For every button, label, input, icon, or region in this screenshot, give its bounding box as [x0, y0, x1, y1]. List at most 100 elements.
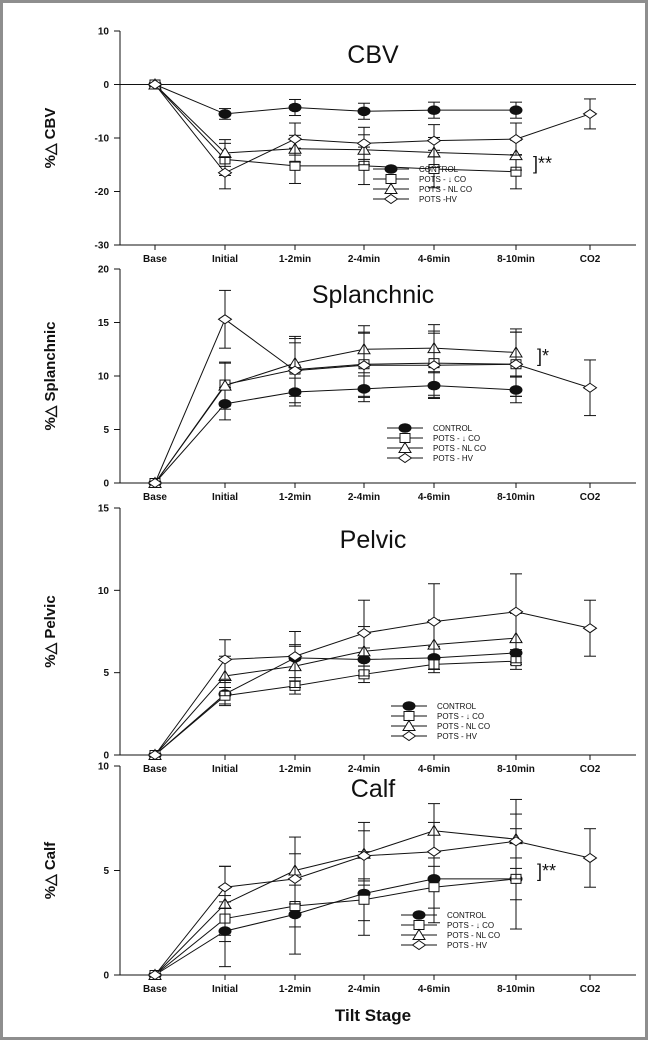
legend-marker — [413, 920, 425, 930]
x-tick-label: 2-4min — [348, 764, 380, 775]
series-line — [154, 385, 517, 484]
legend-label: CONTROL — [433, 424, 473, 433]
x-tick-label: CO2 — [580, 764, 601, 775]
x-tick-label: 2-4min — [348, 254, 380, 265]
significance-annotation: ]* — [537, 346, 549, 366]
data-point — [356, 360, 372, 371]
data-point — [217, 654, 233, 665]
x-tick-label: CO2 — [580, 984, 601, 995]
data-point — [356, 138, 372, 149]
legend-marker — [402, 701, 416, 711]
y-tick-label: 0 — [103, 971, 109, 982]
legend-label: POTS -HV — [419, 195, 457, 204]
data-point — [426, 616, 442, 627]
x-tick-label: 1-2min — [279, 254, 311, 265]
panel-title: Splanchnic — [312, 281, 434, 309]
x-tick-label: 2-4min — [348, 984, 380, 995]
legend-marker — [403, 711, 415, 721]
legend-label: POTS - HV — [447, 941, 488, 950]
y-tick-label: 15 — [98, 318, 110, 329]
x-tick-label: 4-6min — [418, 492, 450, 503]
series-line — [154, 830, 517, 976]
legend-label: POTS - NL CO — [447, 931, 500, 940]
legend-label: POTS - NL CO — [419, 185, 472, 194]
data-point — [287, 651, 303, 662]
y-tick-label: 0 — [103, 479, 109, 490]
legend-marker — [401, 730, 417, 742]
data-point — [427, 105, 441, 115]
series-line — [154, 637, 517, 756]
legend-marker — [412, 928, 426, 940]
data-point — [582, 852, 598, 864]
x-tick-label: 8-10min — [497, 254, 535, 265]
panel-title: Pelvic — [340, 526, 407, 554]
legend-label: CONTROL — [419, 165, 459, 174]
x-tick-label: Base — [143, 492, 167, 503]
legend-marker — [412, 910, 426, 920]
x-tick-label: 4-6min — [418, 764, 450, 775]
legend-marker — [397, 452, 413, 464]
y-tick-label: 5 — [103, 425, 109, 436]
y-tick-label: 10 — [98, 586, 110, 597]
data-point — [508, 359, 524, 370]
x-tick-label: CO2 — [580, 254, 601, 265]
series-line — [154, 611, 591, 756]
x-axis-title: Tilt Stage — [335, 1006, 411, 1025]
legend-label: POTS - HV — [433, 454, 474, 463]
data-point — [147, 749, 163, 761]
y-tick-label: 20 — [98, 265, 110, 276]
data-point — [508, 606, 524, 617]
legend-marker — [384, 182, 398, 194]
data-point — [426, 360, 442, 371]
legend-marker — [383, 193, 399, 205]
data-point — [287, 365, 303, 376]
data-point — [356, 850, 372, 861]
y-tick-label: 5 — [103, 668, 109, 679]
series-line — [154, 84, 517, 173]
y-tick-label: 15 — [98, 504, 110, 515]
data-point — [217, 167, 233, 178]
data-point — [426, 846, 442, 857]
y-axis-label: %△ Splanchnic — [42, 321, 59, 430]
legend-label: POTS - ↓ CO — [437, 712, 484, 721]
legend-label: CONTROL — [447, 911, 487, 920]
legend-label: POTS - ↓ CO — [419, 175, 466, 184]
legend-label: POTS - ↓ CO — [433, 434, 480, 443]
data-point — [357, 106, 371, 117]
legend-marker — [411, 939, 427, 951]
y-tick-label: -30 — [95, 241, 110, 252]
y-tick-label: -20 — [95, 187, 110, 198]
x-tick-label: 1-2min — [279, 984, 311, 995]
data-point — [582, 382, 598, 393]
legend-label: POTS - HV — [437, 732, 478, 741]
series-line — [154, 878, 517, 976]
data-point — [509, 105, 523, 115]
data-point — [428, 882, 440, 893]
panel-title: Calf — [351, 775, 396, 803]
legend-label: POTS - ↓ CO — [447, 921, 494, 930]
legend-label: POTS - NL CO — [437, 722, 490, 731]
data-point — [426, 135, 442, 146]
data-point — [147, 79, 163, 90]
x-tick-label: 8-10min — [497, 764, 535, 775]
data-point — [287, 873, 303, 884]
legend-marker — [384, 164, 398, 174]
chart-svg: -30 -20 -10 0 10 Base Initial 1-2min 2-4min 4-6mi… — [42, 27, 636, 1025]
data-point — [147, 477, 163, 489]
x-tick-label: CO2 — [580, 492, 601, 503]
y-tick-label: 5 — [103, 866, 109, 877]
data-point — [147, 969, 163, 981]
y-tick-label: -10 — [95, 134, 110, 145]
series-line — [154, 84, 516, 115]
legend-label: CONTROL — [437, 702, 477, 711]
series-line — [154, 84, 517, 156]
x-tick-label: Base — [143, 764, 167, 775]
x-tick-label: 1-2min — [279, 492, 311, 503]
x-tick-label: Initial — [212, 764, 238, 775]
y-tick-label: 10 — [98, 27, 110, 38]
y-tick-label: 0 — [103, 80, 109, 91]
legend-marker — [398, 441, 412, 453]
series-line — [154, 347, 517, 484]
y-tick-label: 10 — [98, 762, 110, 773]
